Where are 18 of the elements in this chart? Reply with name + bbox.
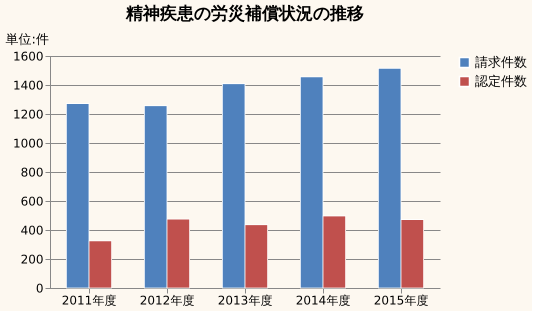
x-tick-label: 2011年度 xyxy=(62,294,116,308)
x-tick-label: 2014年度 xyxy=(296,294,350,308)
y-tick-label: 1000 xyxy=(12,136,44,150)
y-tick-label: 800 xyxy=(20,166,44,180)
y-tick-label: 200 xyxy=(20,252,44,266)
legend-label: 認定件数 xyxy=(475,74,527,90)
y-tick-label: 0 xyxy=(36,282,44,296)
y-tick-label: 1600 xyxy=(12,50,44,64)
x-tick-label: 2015年度 xyxy=(374,294,428,308)
legend-label: 請求件数 xyxy=(475,56,527,70)
y-axis-title: 単位:件 xyxy=(6,32,49,48)
y-tick-label: 600 xyxy=(20,194,44,208)
x-tick-label: 2012年度 xyxy=(140,294,194,308)
x-tick-label: 2013年度 xyxy=(218,294,272,308)
y-tick-label: 1200 xyxy=(12,108,44,122)
y-tick-label: 1400 xyxy=(12,78,44,92)
y-tick-label: 400 xyxy=(20,224,44,238)
chart-title: 精神疾患の労災補償状況の推移 xyxy=(125,4,364,24)
